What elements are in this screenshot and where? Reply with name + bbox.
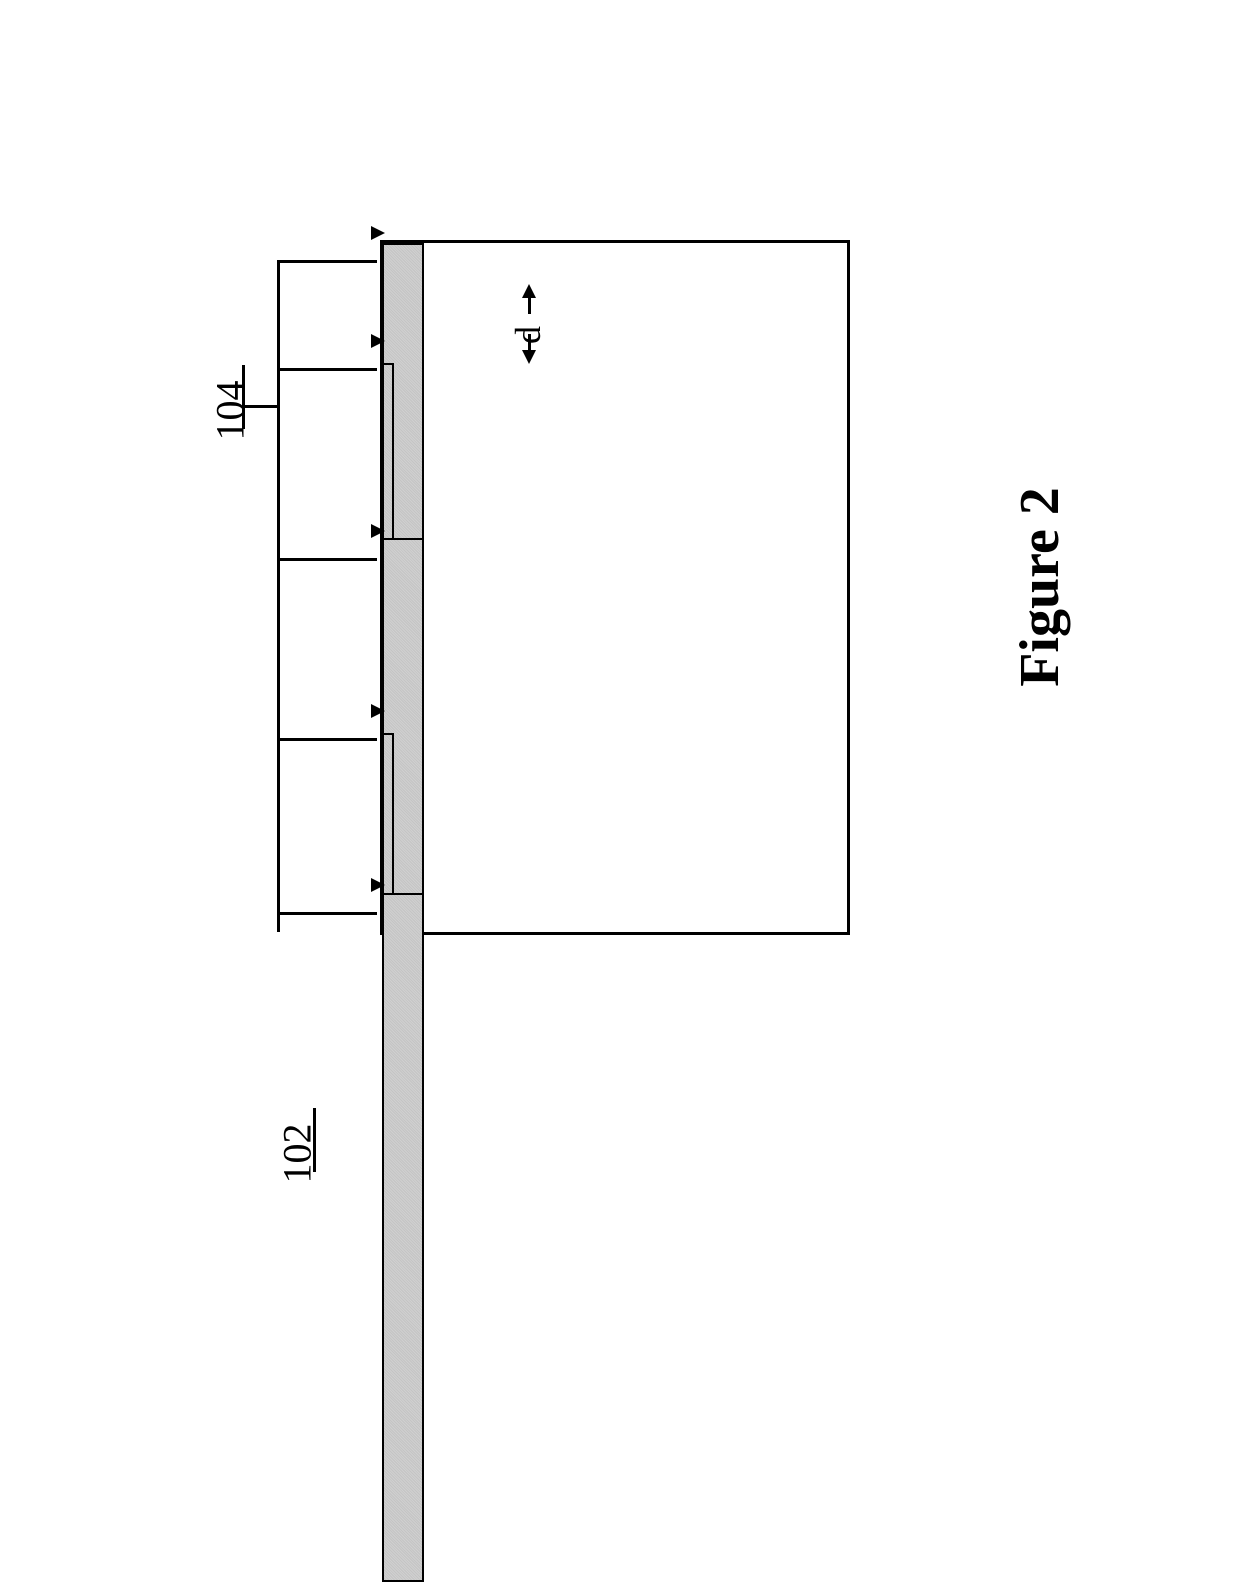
bracket-104-arm-4 xyxy=(277,912,377,915)
bracket-104-arrowhead-3 xyxy=(371,704,385,718)
bracket-104-arrowhead-1 xyxy=(371,334,385,348)
figure-container: 102 104 d Figure 2 xyxy=(0,0,1237,1593)
d-arrow-upper-stem xyxy=(528,296,531,314)
ref-104-underline xyxy=(242,365,245,429)
figure-caption: Figure 2 xyxy=(1008,487,1072,687)
bracket-104-arm-1 xyxy=(277,368,377,371)
bracket-104-arm-0 xyxy=(277,260,377,263)
substrate-102 xyxy=(380,240,850,935)
bracket-104-arm-2 xyxy=(277,558,377,561)
bracket-104-arrowhead-4 xyxy=(371,878,385,892)
layer-104-bar-4 xyxy=(382,893,424,1582)
bracket-104-arm-3 xyxy=(277,738,377,741)
bracket-104-arrowhead-0 xyxy=(371,226,385,240)
bracket-104-main xyxy=(277,260,280,932)
ref-102-underline xyxy=(313,1108,316,1172)
bracket-104-arrowhead-2 xyxy=(371,524,385,538)
d-arrow-lower-head xyxy=(522,350,536,364)
ref-label-104: 104 xyxy=(207,381,254,441)
d-arrow-upper-head xyxy=(522,284,536,298)
